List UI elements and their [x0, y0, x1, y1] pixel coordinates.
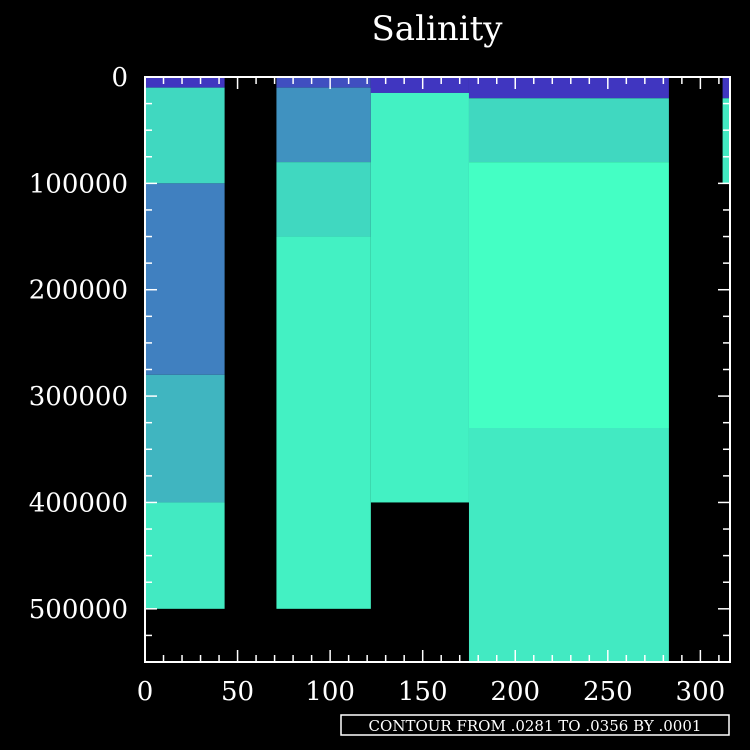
salinity-cell: [145, 77, 225, 88]
salinity-cell: [722, 98, 730, 184]
y-tick-labels: 0 100000 200000 300000 400000 500000: [29, 63, 128, 625]
axis-ticks: [144, 76, 730, 663]
salinity-cell: [145, 374, 225, 503]
salinity-cell: [276, 162, 371, 237]
plot-area: [145, 77, 730, 662]
y-tick-label: 100000: [29, 169, 128, 199]
salinity-cell: [370, 92, 469, 503]
salinity-cell: [468, 162, 669, 428]
salinity-cell: [145, 502, 225, 609]
y-tick-label: 400000: [29, 488, 128, 518]
salinity-cell: [145, 183, 225, 375]
chart-title: Salinity: [372, 9, 504, 49]
y-tick-label: 300000: [29, 382, 128, 412]
salinity-cell: [370, 77, 469, 93]
salinity-cell: [468, 428, 669, 662]
x-tick-label: 200: [490, 677, 540, 707]
salinity-cell: [722, 77, 730, 99]
y-tick-label: 0: [111, 63, 128, 93]
salinity-cell: [468, 98, 669, 163]
y-tick-label: 500000: [29, 595, 128, 625]
x-tick-label: 250: [583, 677, 633, 707]
x-tick-label: 0: [137, 677, 154, 707]
contour-note: CONTOUR FROM .0281 TO .0356 BY .0001: [369, 717, 702, 735]
salinity-cell: [276, 236, 371, 609]
contour-note-box: [340, 714, 730, 736]
salinity-cell: [145, 87, 225, 184]
salinity-cell: [468, 77, 669, 99]
y-tick-label: 200000: [29, 276, 128, 306]
x-tick-labels: 0 50 100 150 200 250 300: [137, 677, 725, 707]
x-tick-label: 100: [305, 677, 355, 707]
x-tick-label: 50: [221, 677, 254, 707]
x-tick-label: 300: [676, 677, 726, 707]
x-tick-label: 150: [398, 677, 448, 707]
salinity-cell: [276, 87, 371, 163]
salinity-cell: [276, 77, 371, 88]
